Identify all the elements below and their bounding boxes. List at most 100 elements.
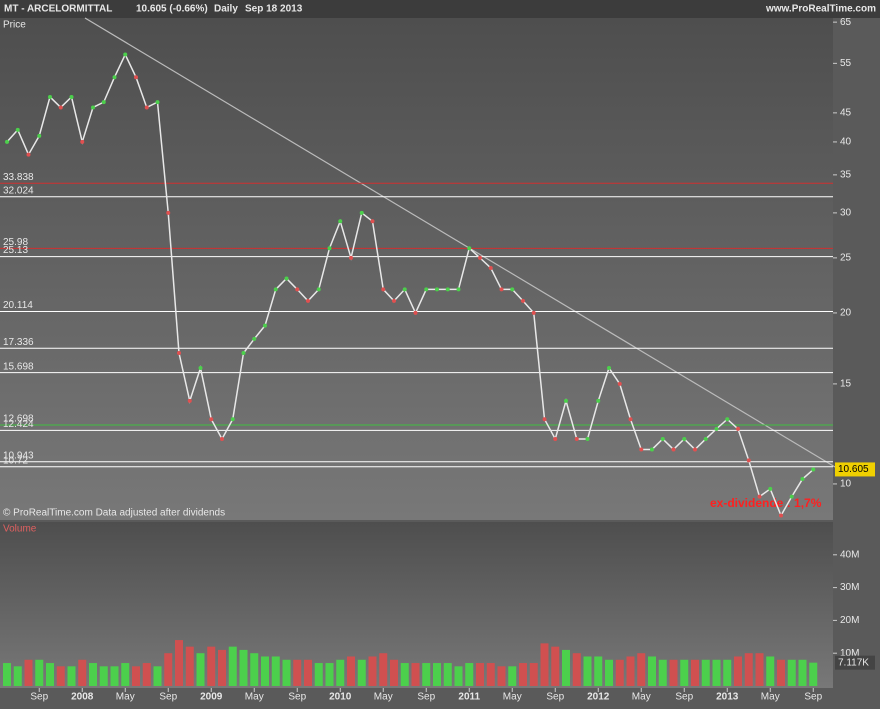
last-volume-label: 7.117K xyxy=(838,657,869,668)
price-point xyxy=(768,486,773,491)
price-point xyxy=(564,398,568,403)
price-point xyxy=(392,298,396,303)
volume-bar xyxy=(250,653,259,686)
x-tick-label: 2009 xyxy=(200,692,223,703)
volume-bar xyxy=(46,663,54,686)
price-point xyxy=(155,100,160,105)
price-point xyxy=(306,298,310,303)
x-tick-label: Sep xyxy=(546,692,564,703)
volume-bar xyxy=(164,653,173,686)
y-tick-label: 45 xyxy=(840,108,852,119)
price-point xyxy=(435,287,439,292)
volume-bar xyxy=(185,646,194,686)
volume-bar xyxy=(443,663,452,686)
volume-bar xyxy=(637,653,646,686)
y-tick-label: 20M xyxy=(840,615,859,626)
volume-bar xyxy=(454,666,463,686)
price-point xyxy=(177,351,181,356)
last-price-label: 10.605 xyxy=(838,464,869,475)
x-tick-label: May xyxy=(245,692,264,703)
volume-bar xyxy=(572,653,581,686)
volume-bar xyxy=(207,646,216,686)
level-label: 25.98 xyxy=(3,237,28,248)
volume-bar xyxy=(476,663,484,686)
volume-bar xyxy=(13,666,22,686)
trend-line xyxy=(84,17,836,468)
price-point xyxy=(144,105,149,110)
x-tick-label: May xyxy=(761,692,780,703)
last-volume-box xyxy=(835,655,875,670)
price-point xyxy=(220,436,224,441)
price-point xyxy=(123,52,128,57)
price-point xyxy=(48,94,52,99)
volume-bar xyxy=(336,659,345,686)
quote: 10.605 (-0.66%) xyxy=(136,4,208,15)
copyright: © ProRealTime.com Data adjusted after di… xyxy=(3,508,225,519)
price-point xyxy=(134,75,138,80)
price-point xyxy=(682,436,687,441)
volume-bar xyxy=(121,663,130,686)
y-tick-label: 65 xyxy=(840,17,852,28)
y-tick-label: 40 xyxy=(840,137,852,148)
volume-bar xyxy=(99,666,108,686)
price-point xyxy=(499,287,504,292)
date: Sep 18 2013 xyxy=(245,4,303,15)
price-point xyxy=(617,381,622,386)
price-point xyxy=(811,467,816,472)
price-point xyxy=(5,139,9,144)
level-label: 20.114 xyxy=(3,300,33,311)
volume-bar xyxy=(153,666,162,686)
price-point xyxy=(553,436,558,441)
volume-bar xyxy=(78,659,87,686)
price-line xyxy=(6,52,814,518)
symbol: MT - ARCELORMITTAL xyxy=(4,4,112,15)
volume-bar xyxy=(766,656,775,686)
price-point xyxy=(779,513,783,518)
volume-bar xyxy=(755,653,764,686)
x-tick-label: May xyxy=(374,692,393,703)
volume-bar xyxy=(777,659,785,686)
price-point xyxy=(37,133,42,138)
price-point xyxy=(69,94,74,99)
price-point xyxy=(413,310,418,315)
price-point xyxy=(746,458,751,463)
y-tick-label: 35 xyxy=(840,170,852,181)
x-tick-label: 2010 xyxy=(329,692,352,703)
period: Daily xyxy=(214,4,238,15)
y-tick-label: 10 xyxy=(840,479,852,490)
volume-bar xyxy=(605,659,613,686)
price-point xyxy=(585,436,590,441)
volume-bar xyxy=(3,663,11,686)
price-point xyxy=(424,287,429,292)
price-point xyxy=(456,287,461,292)
price-point xyxy=(596,398,601,403)
level-label: 33.838 xyxy=(3,172,34,183)
volume-bar xyxy=(669,659,678,686)
y-tick-label: 25 xyxy=(840,253,852,264)
price-point xyxy=(349,255,353,260)
x-tick-label: Sep xyxy=(675,692,693,703)
y-tick-label: 40M xyxy=(840,549,859,560)
price-point xyxy=(15,127,20,132)
volume-bar xyxy=(798,659,807,686)
price-point xyxy=(607,365,611,370)
volume-bar xyxy=(701,659,710,686)
volume-bar xyxy=(787,659,796,686)
price-point xyxy=(112,75,117,80)
price-title: Price xyxy=(3,20,26,31)
price-point xyxy=(693,447,697,452)
volume-bar xyxy=(519,663,527,686)
volume-bar xyxy=(497,666,506,686)
volume-bar xyxy=(239,649,248,686)
x-tick-label: Sep xyxy=(30,692,48,703)
volume-bar xyxy=(658,659,667,686)
volume-bar xyxy=(56,666,65,686)
x-tick-label: Sep xyxy=(159,692,177,703)
price-point xyxy=(789,494,794,499)
volume-bar xyxy=(433,663,441,686)
price-point xyxy=(800,477,805,482)
y-tick-label: 55 xyxy=(840,58,852,69)
volume-bar xyxy=(368,656,377,686)
